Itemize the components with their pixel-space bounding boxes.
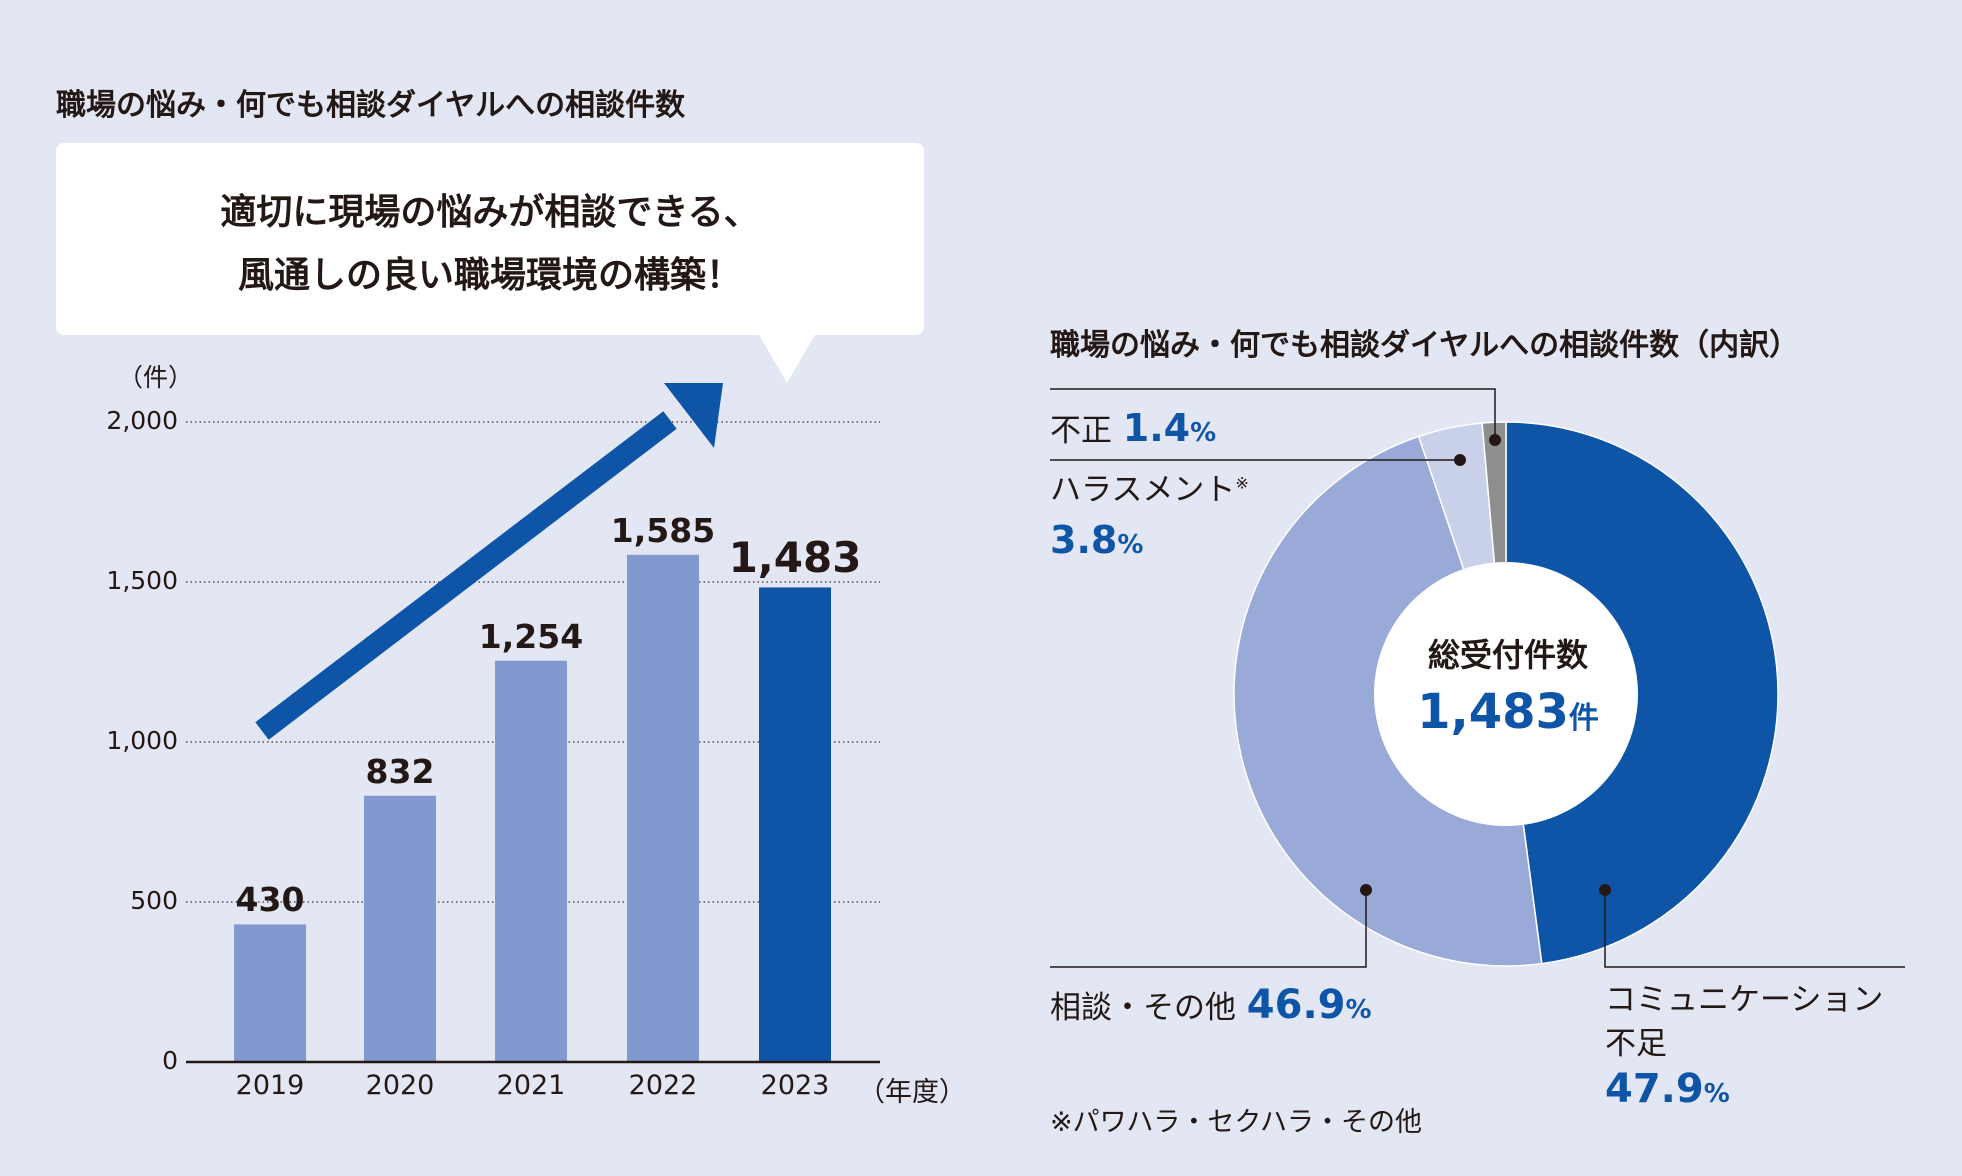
trend-arrow-head	[664, 383, 723, 448]
bar-2021	[495, 660, 567, 1062]
x-tick-label: 2023	[760, 1070, 830, 1101]
y-tick-label: 1,000	[106, 726, 178, 755]
x-tick-label: 2020	[365, 1070, 435, 1101]
x-tick-label: 2021	[496, 1070, 566, 1101]
x-tick-label: 2019	[235, 1070, 305, 1101]
y-axis-unit: （件）	[118, 363, 194, 392]
slice-comm-name-2: 不足	[1605, 1026, 1667, 1062]
y-tick-label: 2,000	[106, 406, 178, 435]
donut-center-value: 1,483件	[1358, 684, 1658, 740]
callout-bubble: 適切に現場の悩みが相談できる、 風通しの良い職場環境の構築！	[56, 143, 924, 335]
footnote: ※パワハラ・セクハラ・その他	[1050, 1107, 1423, 1138]
bar-2020	[364, 795, 436, 1062]
slice-label-harassment: ハラスメント※	[1050, 464, 1249, 509]
donut-hole	[1374, 562, 1638, 826]
bar-value-label: 832	[365, 751, 435, 791]
y-tick-label: 500	[130, 886, 178, 915]
slice-fusei-unit: %	[1190, 418, 1217, 448]
slice-harassment-pct: 3.8	[1050, 518, 1118, 562]
x-axis-unit: （年度）	[858, 1077, 966, 1108]
slice-comm-name-1: コミュニケーション	[1605, 982, 1884, 1018]
donut-center-label: 総受付件数	[1427, 636, 1588, 674]
bar-value-label: 1,254	[478, 616, 584, 656]
bar-chart-title: 職場の悩み・何でも相談ダイヤルへの相談件数	[56, 88, 686, 123]
donut-slice-0	[1505, 421, 1779, 965]
slice-comm-unit: %	[1703, 1079, 1730, 1109]
slice-consult-pct: 46.9	[1246, 982, 1346, 1028]
leader-dot-fusei	[1489, 434, 1501, 446]
y-tick-label: 0	[162, 1046, 178, 1075]
pie-chart-title: 職場の悩み・何でも相談ダイヤルへの相談件数（内訳）	[1050, 328, 1800, 363]
slice-label-fusei: 不正 1.4%	[1050, 405, 1216, 450]
slice-fusei-name: 不正	[1050, 413, 1112, 449]
donut-center-number: 1,483	[1417, 684, 1569, 740]
y-tick-label: 1,500	[106, 566, 178, 595]
bar-2023	[759, 587, 831, 1062]
trend-arrow-shaft	[255, 411, 677, 740]
bar-chart	[186, 383, 880, 1064]
callout-line-2: 風通しの良い職場環境の構築！	[237, 255, 742, 296]
leader-dot-harassment	[1454, 454, 1466, 466]
slice-harassment-mark: ※	[1235, 473, 1249, 493]
slice-harassment-unit: %	[1117, 530, 1144, 560]
slice-comm-value: 47.9%	[1605, 1066, 1730, 1112]
slice-fusei-pct: 1.4	[1122, 406, 1191, 450]
leader-dot-comm	[1599, 884, 1611, 896]
slice-label-consult: 相談・その他 46.9%	[1050, 982, 1372, 1028]
x-tick-label: 2022	[628, 1070, 698, 1101]
slice-consult-name: 相談・その他	[1050, 990, 1236, 1026]
slice-harassment-name: ハラスメント	[1050, 472, 1236, 508]
leader-dot-consult	[1360, 884, 1372, 896]
bar-value-label: 1,585	[610, 510, 716, 550]
bar-value-label: 430	[235, 880, 305, 920]
bar-value-label: 1,483	[728, 533, 862, 583]
callout-line-1: 適切に現場の悩みが相談できる、	[220, 192, 760, 233]
slice-harassment-value: 3.8%	[1050, 518, 1143, 562]
callout-tail	[758, 333, 816, 383]
bar-2022	[627, 554, 699, 1062]
bar-2019	[234, 924, 306, 1062]
donut-chart	[1050, 388, 1905, 968]
slice-consult-unit: %	[1345, 995, 1372, 1025]
donut-center-unit: 件	[1568, 701, 1599, 736]
slice-comm-pct: 47.9	[1605, 1066, 1704, 1112]
